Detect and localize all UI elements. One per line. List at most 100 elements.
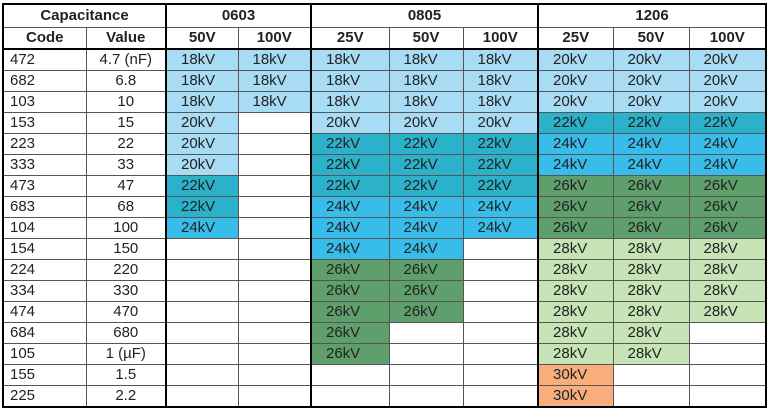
- voltage-cell: 18kV: [310, 70, 390, 92]
- voltage-cell: 28kV: [612, 238, 690, 260]
- column-header: 25V: [537, 27, 614, 50]
- empty-cell: [310, 364, 390, 386]
- voltage-cell: 20kV: [165, 154, 239, 176]
- column-header: 100V: [688, 27, 767, 50]
- voltage-cell: 24kV: [462, 217, 540, 239]
- voltage-cell: 20kV: [612, 48, 690, 71]
- voltage-cell: 18kV: [237, 48, 312, 71]
- voltage-cell: 28kV: [688, 280, 767, 302]
- voltage-cell: 20kV: [462, 112, 540, 134]
- empty-cell: [237, 385, 312, 408]
- code-cell: 473: [2, 175, 87, 197]
- voltage-cell: 26kV: [612, 175, 690, 197]
- table-row: 223 22 20kV 22kV 22kV 22kV 24kV 24kV 24kV: [2, 133, 767, 155]
- voltage-cell: 18kV: [462, 70, 540, 92]
- empty-cell: [388, 343, 464, 365]
- voltage-cell: 18kV: [165, 91, 239, 113]
- voltage-cell: 28kV: [537, 280, 614, 302]
- voltage-cell: 28kV: [612, 343, 690, 365]
- empty-cell: [165, 322, 239, 344]
- empty-cell: [165, 280, 239, 302]
- capacitor-voltage-table: Capacitance 0603 0805 1206 Code Value 50V 100V 2…: [2, 3, 768, 408]
- code-cell: 334: [2, 280, 87, 302]
- table-row: 682 6.8 18kV 18kV 18kV 18kV 18kV 20kV 20kV 20kV: [2, 70, 767, 92]
- column-header: Code: [2, 27, 87, 50]
- empty-cell: [462, 385, 540, 408]
- voltage-cell: 28kV: [688, 238, 767, 260]
- voltage-cell: 18kV: [462, 48, 540, 71]
- code-cell: 104: [2, 217, 87, 239]
- empty-cell: [237, 154, 312, 176]
- value-cell: 33: [85, 154, 167, 176]
- voltage-cell: 24kV: [612, 154, 690, 176]
- empty-cell: [165, 259, 239, 281]
- voltage-cell: 26kV: [688, 196, 767, 218]
- voltage-cell: 22kV: [310, 175, 390, 197]
- voltage-cell: 18kV: [310, 91, 390, 113]
- header-row: Code Value 50V 100V 25V 50V 100V 25V 50V 100V: [2, 27, 767, 50]
- column-header: Value: [85, 27, 167, 50]
- table-row: 103 10 18kV 18kV 18kV 18kV 18kV 20kV 20kV 20kV: [2, 91, 767, 113]
- empty-cell: [462, 343, 540, 365]
- voltage-cell: 22kV: [462, 133, 540, 155]
- voltage-cell: 18kV: [388, 48, 464, 71]
- voltage-cell: 26kV: [612, 217, 690, 239]
- value-cell: 6.8: [85, 70, 167, 92]
- voltage-cell: 22kV: [388, 154, 464, 176]
- group-header: 0603: [165, 3, 312, 28]
- value-cell: 1 (µF): [85, 343, 167, 365]
- empty-cell: [165, 364, 239, 386]
- empty-cell: [388, 385, 464, 408]
- table-row: 155 1.5 30kV: [2, 364, 767, 386]
- voltage-cell: 26kV: [310, 280, 390, 302]
- voltage-cell: 22kV: [388, 133, 464, 155]
- code-cell: 153: [2, 112, 87, 134]
- empty-cell: [237, 364, 312, 386]
- column-header: 100V: [462, 27, 540, 50]
- voltage-cell: 24kV: [462, 196, 540, 218]
- table-row: 153 15 20kV 20kV 20kV 20kV 22kV 22kV 22kV: [2, 112, 767, 134]
- voltage-cell: 24kV: [688, 133, 767, 155]
- code-cell: 105: [2, 343, 87, 365]
- empty-cell: [237, 217, 312, 239]
- voltage-cell: 28kV: [612, 301, 690, 323]
- group-header: 0805: [310, 3, 540, 28]
- voltage-cell: 18kV: [462, 91, 540, 113]
- voltage-cell: 22kV: [462, 154, 540, 176]
- voltage-cell: 18kV: [388, 91, 464, 113]
- voltage-cell: 26kV: [688, 217, 767, 239]
- voltage-cell: 20kV: [537, 91, 614, 113]
- code-cell: 223: [2, 133, 87, 155]
- empty-cell: [462, 301, 540, 323]
- voltage-cell: 28kV: [537, 322, 614, 344]
- voltage-cell: 28kV: [612, 280, 690, 302]
- voltage-cell: 30kV: [537, 364, 614, 386]
- voltage-cell: 22kV: [388, 175, 464, 197]
- voltage-cell: 26kV: [310, 259, 390, 281]
- voltage-cell: 26kV: [310, 301, 390, 323]
- voltage-cell: 24kV: [388, 196, 464, 218]
- empty-cell: [165, 238, 239, 260]
- voltage-cell: 26kV: [310, 322, 390, 344]
- voltage-cell: 24kV: [537, 133, 614, 155]
- value-cell: 47: [85, 175, 167, 197]
- code-cell: 682: [2, 70, 87, 92]
- value-cell: 22: [85, 133, 167, 155]
- voltage-cell: 28kV: [537, 301, 614, 323]
- code-cell: 333: [2, 154, 87, 176]
- column-header: 100V: [237, 27, 312, 50]
- voltage-cell: 18kV: [165, 70, 239, 92]
- empty-cell: [688, 364, 767, 386]
- empty-cell: [165, 343, 239, 365]
- voltage-cell: 18kV: [388, 70, 464, 92]
- voltage-cell: 18kV: [165, 48, 239, 71]
- empty-cell: [688, 385, 767, 408]
- empty-cell: [688, 322, 767, 344]
- voltage-cell: 28kV: [612, 322, 690, 344]
- voltage-cell: 26kV: [688, 175, 767, 197]
- table-row: 154 150 24kV 24kV 28kV 28kV 28kV: [2, 238, 767, 260]
- empty-cell: [237, 196, 312, 218]
- empty-cell: [310, 385, 390, 408]
- voltage-cell: 20kV: [612, 70, 690, 92]
- voltage-cell: 22kV: [612, 112, 690, 134]
